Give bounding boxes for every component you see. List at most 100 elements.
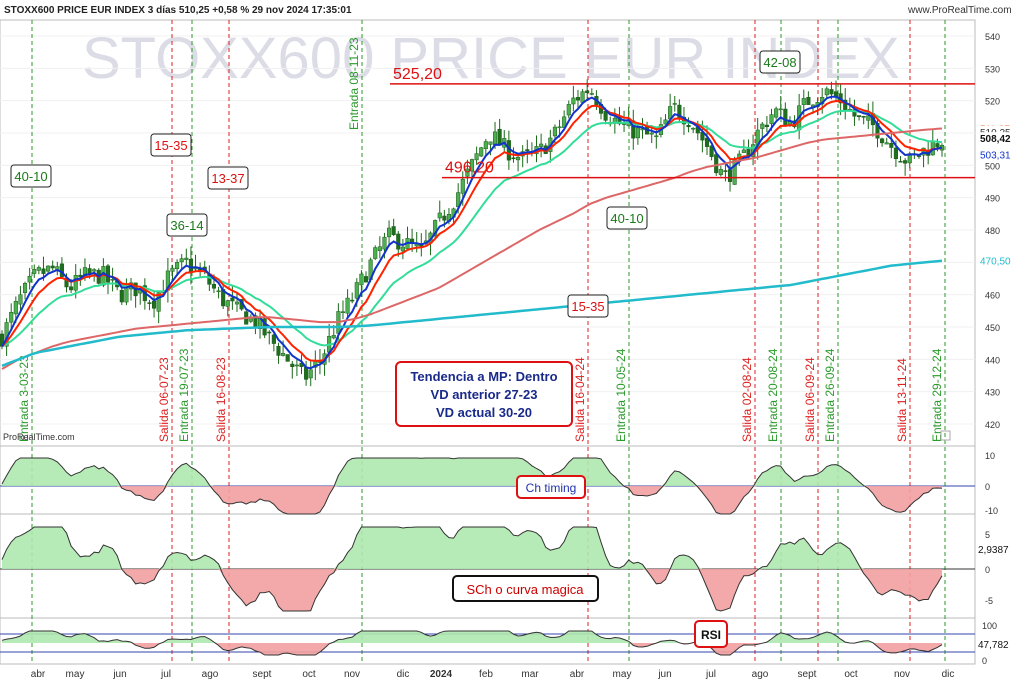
price-badge-3: 503,31 bbox=[980, 151, 1011, 162]
candle-body bbox=[866, 115, 871, 121]
candle-body bbox=[230, 297, 235, 302]
candle-body bbox=[465, 168, 470, 177]
candle-body bbox=[801, 98, 806, 105]
candle-body bbox=[32, 269, 37, 274]
candle-body bbox=[105, 265, 111, 283]
candle-body bbox=[460, 178, 465, 194]
candle-body bbox=[391, 226, 396, 235]
candle-body bbox=[350, 299, 355, 302]
candle-body bbox=[857, 115, 862, 117]
curva-negative bbox=[2, 569, 942, 611]
level-label-0: 525,20 bbox=[393, 66, 442, 83]
candle-body bbox=[340, 311, 346, 313]
candle-body bbox=[884, 142, 889, 145]
price-badge-bg-4 bbox=[976, 254, 1016, 267]
date-label-11: mar bbox=[521, 669, 539, 680]
candle-body bbox=[824, 88, 829, 96]
timing-positive bbox=[2, 458, 942, 486]
candle-body bbox=[387, 227, 392, 238]
rsi-value-badge: 47,782 bbox=[978, 640, 1009, 651]
rsi-positive bbox=[2, 631, 942, 643]
timing-label-box: Ch timing bbox=[516, 475, 586, 499]
candle-body bbox=[718, 169, 723, 175]
candle-body bbox=[898, 160, 903, 163]
candle-body bbox=[373, 247, 378, 259]
count-box-6 bbox=[567, 294, 609, 318]
candle-body bbox=[188, 258, 193, 272]
candle-body bbox=[437, 212, 442, 219]
candle-body bbox=[603, 110, 608, 121]
candle-body bbox=[216, 290, 221, 293]
candle-body bbox=[331, 335, 336, 339]
candle-body bbox=[769, 114, 774, 124]
price-tick-490: 490 bbox=[985, 194, 1000, 204]
signal-label-0: Entrada 3-03-23 bbox=[17, 355, 31, 442]
candle-body bbox=[714, 154, 719, 174]
rsi-tick-1: 0 bbox=[982, 656, 987, 666]
candle-body bbox=[69, 286, 74, 291]
count-box-label-6: 15-35 bbox=[571, 299, 604, 314]
price-tick-420: 420 bbox=[985, 420, 1000, 430]
candle-body bbox=[806, 97, 811, 105]
curva-positive bbox=[2, 527, 942, 569]
rsi-line bbox=[1, 630, 943, 656]
candle-body bbox=[290, 363, 295, 367]
date-label-10: feb bbox=[479, 669, 493, 680]
candle-body bbox=[87, 268, 92, 274]
candle-body bbox=[359, 273, 364, 286]
candle-body bbox=[377, 246, 382, 251]
candle-body bbox=[27, 275, 32, 283]
candle-body bbox=[575, 97, 581, 101]
candle-body bbox=[119, 289, 124, 303]
count-box-label-2: 36-14 bbox=[170, 218, 203, 233]
count-box-label-5: 40-10 bbox=[610, 211, 643, 226]
curva-value-badge: 2,9387 bbox=[978, 545, 1009, 556]
trend-box: Tendencia a MP: Dentro VD anterior 27-23… bbox=[395, 361, 573, 427]
candle-body bbox=[525, 149, 530, 152]
curva-label: SCh o curva magica bbox=[466, 582, 584, 597]
candle-body bbox=[580, 91, 585, 103]
candle-body bbox=[488, 141, 493, 145]
candle-body bbox=[147, 302, 152, 304]
count-box-label-1: 15-35 bbox=[154, 138, 187, 153]
price-tick-480: 480 bbox=[985, 226, 1000, 236]
candle-body bbox=[511, 157, 516, 160]
candle-body bbox=[829, 89, 834, 95]
candle-body bbox=[281, 353, 286, 356]
candle-body bbox=[179, 258, 184, 263]
timing-tick-2: -10 bbox=[985, 506, 998, 516]
candle-body bbox=[778, 108, 783, 111]
candle-body bbox=[723, 170, 728, 172]
header-bar bbox=[0, 0, 1024, 18]
candle-body bbox=[880, 138, 885, 144]
site-url: www.ProRealTime.com bbox=[907, 5, 1012, 16]
rsi-negative bbox=[2, 643, 942, 655]
date-label-8: dic bbox=[397, 669, 410, 680]
candle-body bbox=[492, 131, 498, 146]
candle-body bbox=[50, 265, 55, 269]
candle-body bbox=[654, 135, 659, 138]
candle-body bbox=[308, 369, 313, 379]
rsi-label-box: RSI bbox=[694, 620, 728, 648]
date-label-13: may bbox=[613, 669, 632, 680]
panel-control-icon[interactable] bbox=[940, 430, 951, 441]
price-tick-500: 500 bbox=[985, 161, 1000, 171]
candle-body bbox=[396, 233, 401, 250]
count-box-label-3: 13-37 bbox=[211, 171, 244, 186]
candle-body bbox=[727, 169, 733, 182]
timing-tick-1: 0 bbox=[985, 482, 990, 492]
timing-tick-0: 10 bbox=[985, 451, 995, 461]
curva-line bbox=[1, 526, 943, 612]
candle-body bbox=[304, 367, 309, 380]
count-box-label-4: 42-08 bbox=[763, 55, 796, 70]
candle-body bbox=[92, 269, 97, 272]
price-tick-540: 540 bbox=[985, 32, 1000, 42]
date-label-4: ago bbox=[202, 669, 219, 680]
signal-label-6: Entrada 10-05-24 bbox=[614, 348, 628, 442]
candle-body bbox=[686, 125, 691, 128]
price-tick-530: 530 bbox=[985, 64, 1000, 74]
candles bbox=[0, 79, 945, 387]
signal-lines: Entrada 3-03-23 Salida 06-07-23 Entrada 19… bbox=[17, 20, 946, 664]
moving-averages bbox=[1, 95, 943, 370]
date-label-3: jul bbox=[160, 669, 171, 680]
